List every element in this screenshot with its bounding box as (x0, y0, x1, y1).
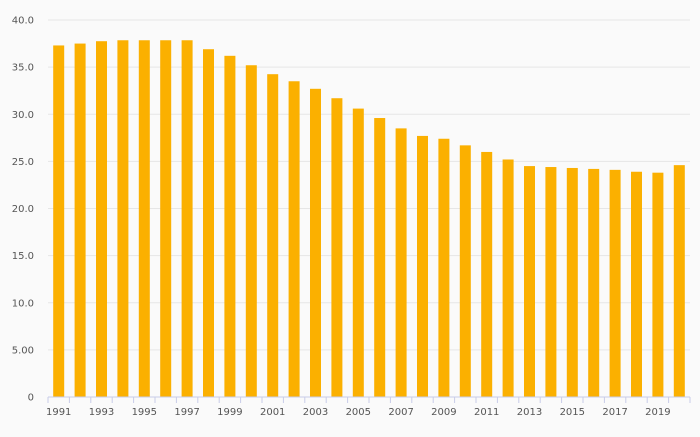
bar-1993 (96, 41, 107, 398)
y-tick-label: 15.0 (12, 251, 34, 262)
x-tick-label: 2003 (303, 407, 328, 418)
x-tick-label: 2011 (474, 407, 499, 418)
bar-2004 (331, 98, 343, 397)
x-tick-label: 2015 (560, 407, 585, 418)
bar-1992 (74, 43, 86, 397)
y-tick-label: 30.0 (12, 110, 34, 121)
bar-2009 (438, 138, 450, 397)
bar-2011 (481, 151, 493, 397)
y-tick-label: 35.0 (12, 63, 34, 74)
bar-1995 (138, 40, 150, 398)
x-tick-label: 2007 (388, 407, 413, 418)
bars (53, 40, 685, 398)
x-tick-label: 2019 (645, 407, 670, 418)
bar-1999 (224, 55, 236, 397)
bar-1998 (203, 49, 214, 397)
y-tick-label: 10.0 (12, 298, 34, 309)
x-tick-label: 2017 (602, 407, 627, 418)
bar-2020 (673, 165, 685, 397)
bar-1994 (117, 40, 129, 398)
x-tick-label: 1995 (132, 407, 157, 418)
y-tick-label: 40.0 (12, 16, 34, 27)
bar-2002 (288, 81, 300, 397)
x-tick-label: 1991 (46, 407, 71, 418)
bar-2007 (395, 128, 407, 397)
bar-1997 (181, 40, 193, 398)
y-axis-labels: 0 5.00 10.0 15.0 20.0 25.0 30.0 35.0 40.0 (12, 16, 34, 404)
x-tick-label: 2009 (431, 407, 456, 418)
bar-2014 (545, 167, 557, 397)
x-tick-label: 2001 (260, 407, 285, 418)
bar-2000 (245, 65, 257, 398)
x-tick-label: 2013 (517, 407, 542, 418)
y-tick-label: 20.0 (12, 204, 34, 215)
bar-2006 (374, 118, 386, 398)
bar-2008 (417, 135, 428, 398)
x-tick-label: 1993 (89, 407, 114, 418)
y-tick-label: 25.0 (12, 157, 34, 168)
bar-2013 (524, 166, 535, 397)
x-tick-label: 1997 (174, 407, 199, 418)
bar-1996 (160, 40, 172, 398)
bar-2003 (310, 88, 321, 398)
x-axis-labels: 1991 1993 1995 1997 1999 2001 2003 2005 2007 2009… (46, 397, 691, 418)
bar-2005 (352, 108, 364, 397)
bar-2019 (652, 172, 664, 397)
bar-2018 (631, 171, 642, 397)
bar-2010 (459, 145, 471, 397)
y-tick-label: 5.00 (12, 345, 34, 356)
bar-2016 (588, 168, 600, 397)
x-tick-label: 2005 (346, 407, 371, 418)
bar-2015 (566, 167, 578, 397)
bar-2017 (609, 169, 621, 397)
bar-1991 (53, 45, 65, 397)
y-tick-label: 0 (28, 393, 34, 404)
x-tick-label: 1999 (217, 407, 242, 418)
gridlines (48, 19, 690, 351)
bar-2012 (502, 159, 514, 397)
bar-2001 (267, 74, 279, 397)
